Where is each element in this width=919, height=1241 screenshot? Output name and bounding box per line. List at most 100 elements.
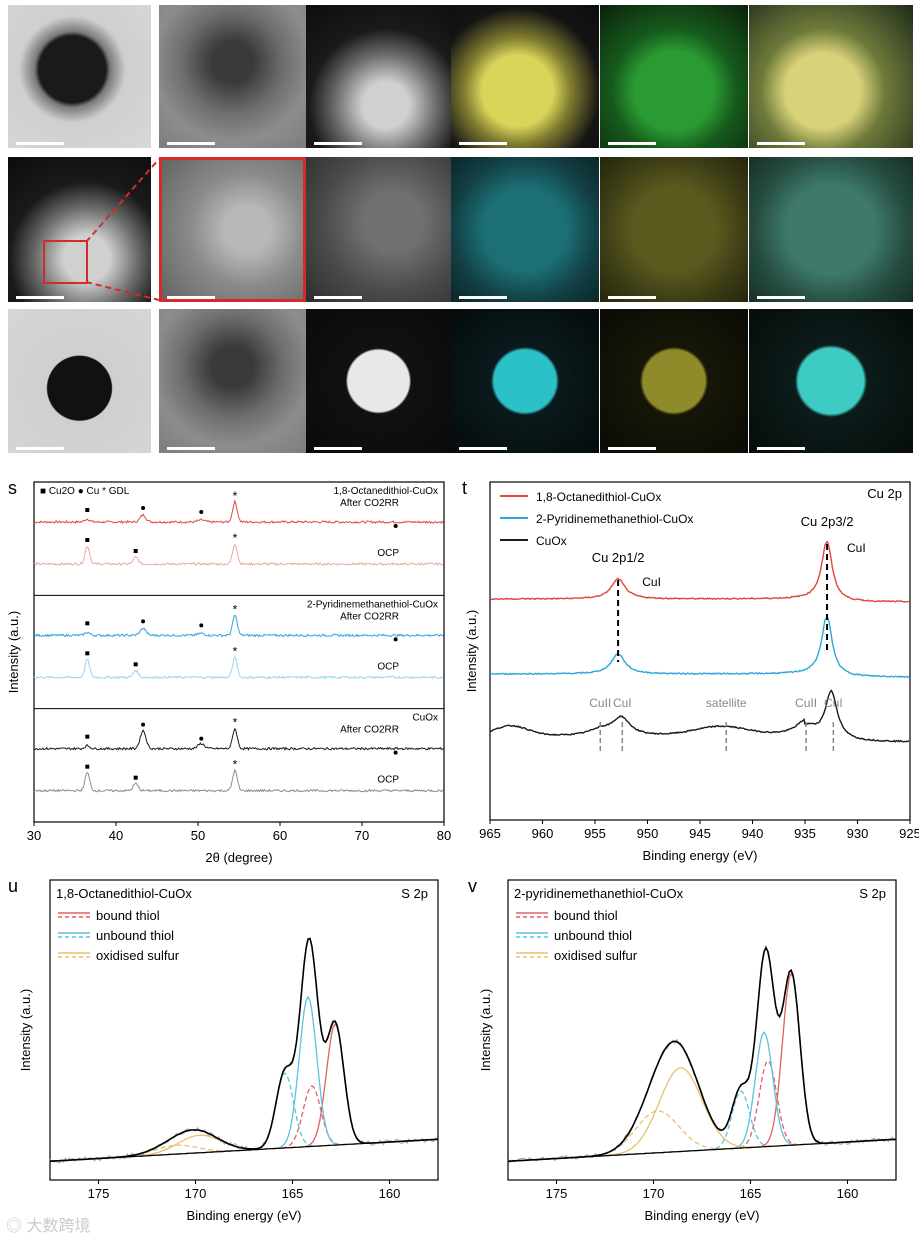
cu-marker — [393, 750, 398, 755]
plot-frame — [49, 879, 439, 1181]
panel-letter-t: t — [462, 478, 467, 498]
micrograph-j — [451, 157, 599, 302]
annotation-p12: Cu 2p1/2 — [592, 550, 645, 565]
x-tick-label: 945 — [689, 826, 711, 841]
xrd-series-0-ocp — [33, 543, 444, 567]
micrograph-a — [8, 5, 151, 148]
x-tick-label: 165 — [282, 1186, 304, 1201]
x-tick-label: 30 — [27, 828, 41, 843]
x-tick-label: 170 — [643, 1186, 665, 1201]
x-tick-label: 960 — [532, 826, 554, 841]
chart-title: Cu 2p — [867, 486, 902, 501]
cu-marker — [199, 736, 204, 741]
gdl-marker: * — [233, 716, 238, 730]
micrograph-n — [159, 309, 306, 453]
xrd-series-0-after — [33, 499, 444, 524]
x-tick-label: 955 — [584, 826, 606, 841]
x-tick-label: 40 — [109, 828, 123, 843]
scale-bar-i — [314, 296, 362, 299]
legend-label-2: CuOx — [536, 534, 567, 548]
x-tick-label: 160 — [837, 1186, 859, 1201]
xrd-group-label-1: 2-Pyridinemethanethiol-CuOx — [307, 599, 438, 610]
scale-bar-b — [167, 142, 215, 145]
zoom-inset-box — [43, 240, 88, 284]
scale-bar-e — [608, 142, 656, 145]
x-tick-label: 965 — [479, 826, 501, 841]
watermark-icon: ◎ — [6, 1218, 23, 1235]
xrd-series-1-after — [33, 614, 444, 638]
gdl-marker: * — [233, 489, 238, 503]
x-tick-label: 930 — [847, 826, 869, 841]
cu2o-marker — [133, 775, 138, 780]
cu2o-marker — [85, 508, 90, 512]
xrd-group-label-2: CuOx — [412, 713, 438, 724]
xps-s2p-chart-pyridinemethanethiol: v 2-pyridinemethanethiol-CuOx S 2p bound th… — [468, 876, 897, 1223]
x-tick-label: 60 — [273, 828, 287, 843]
chart-title: S 2p — [401, 886, 428, 901]
legend-label-2: oxidised sulfur — [96, 948, 180, 963]
x-axis-label: 2θ (degree) — [205, 850, 272, 865]
panel-letter-v: v — [468, 876, 477, 896]
raw-data — [507, 944, 897, 1164]
sample-label: 2-pyridinemethanethiol-CuOx — [514, 886, 684, 901]
scale-bar-n — [167, 447, 215, 450]
y-axis-label: Intensity (a.u.) — [478, 989, 493, 1071]
x-tick-label: 175 — [546, 1186, 568, 1201]
legend-label-0: bound thiol — [96, 908, 160, 923]
scale-bar-h — [167, 296, 215, 299]
annotation-p32: Cu 2p3/2 — [801, 514, 854, 529]
annotation-cu1: CuI — [824, 696, 843, 710]
scale-bar-q — [608, 447, 656, 450]
micrograph-d — [451, 5, 599, 148]
scale-bar-g — [16, 296, 64, 299]
xrd-after-label-1: After CO2RR — [340, 611, 399, 622]
micrograph-r — [749, 309, 913, 453]
legend-label-1: 2-Pyridinemethanethiol-CuOx — [536, 512, 693, 526]
cu2o-marker — [85, 764, 90, 769]
plot-frame — [489, 481, 911, 821]
annotation-cu1: CuI — [613, 696, 632, 710]
y-axis-label: Intensity (a.u.) — [18, 989, 33, 1071]
micrograph-o — [306, 309, 451, 453]
x-tick-label: 940 — [742, 826, 764, 841]
watermark-text: 大数跨境 — [26, 1218, 91, 1235]
legend-label-0: 1,8-Octanedithiol-CuOx — [536, 490, 661, 504]
annotation-satellite: satellite — [706, 696, 747, 710]
cu2o-marker — [85, 651, 90, 656]
xrd-ocp-label-1: OCP — [377, 661, 399, 672]
cu2o-marker — [85, 621, 90, 626]
fit-oxidised-sulfur — [507, 1067, 897, 1162]
x-tick-label: 950 — [637, 826, 659, 841]
x-tick-label: 925 — [899, 826, 919, 841]
plot-frame — [33, 481, 445, 823]
xrd-ocp-label-2: OCP — [377, 775, 399, 786]
xrd-legend: ■ Cu2O ● Cu * GDL — [40, 486, 130, 497]
xps-series-0 — [489, 540, 910, 603]
panel-letter-u: u — [8, 876, 18, 896]
xrd-series-2-after — [33, 728, 444, 751]
x-tick-label: 70 — [355, 828, 369, 843]
micrograph-l — [749, 157, 913, 302]
xrd-series-2-ocp — [33, 768, 444, 793]
scale-bar-o — [314, 447, 362, 450]
sample-label: 1,8-Octanedithiol-CuOx — [56, 886, 192, 901]
fit-doublet-oxidised-sulfur — [507, 1110, 897, 1162]
micrograph-c — [306, 5, 451, 148]
x-tick-label: 170 — [185, 1186, 207, 1201]
cu-marker — [393, 524, 398, 528]
annotation-cu2: CuII — [795, 696, 817, 710]
x-axis-label: Binding energy (eV) — [643, 848, 758, 863]
legend-label-0: bound thiol — [554, 908, 618, 923]
xrd-ocp-label-0: OCP — [377, 548, 399, 559]
scale-bar-c — [314, 142, 362, 145]
plot-frame — [507, 879, 897, 1181]
micrograph-h — [159, 157, 306, 302]
scale-bar-a — [16, 142, 64, 145]
scale-bar-l — [757, 296, 805, 299]
annotation-cu1: CuI — [642, 575, 661, 589]
scale-bar-d — [459, 142, 507, 145]
cu2o-marker — [85, 734, 90, 739]
cu-marker — [141, 619, 146, 624]
panel-letter-s: s — [8, 478, 17, 498]
